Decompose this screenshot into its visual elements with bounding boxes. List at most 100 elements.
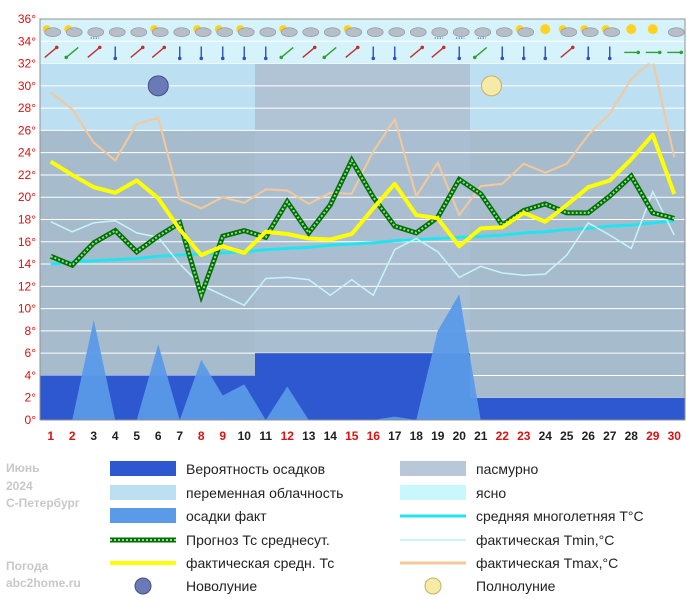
side-caption: Июнь 2024 С-Петербург Погода abc2home.ru (6, 461, 81, 590)
wind-arrow-down-icon (263, 46, 268, 61)
x-tick-label: 5 (133, 429, 140, 443)
plot-frame (39, 18, 686, 421)
legend-item: фактическая Tmax,°C (400, 555, 618, 571)
cloud-shape (108, 27, 126, 37)
wind-arrow-ne-icon (560, 45, 575, 58)
wind-arrow-head (636, 50, 641, 55)
cloud-icon (130, 27, 148, 37)
wind-arrow-head (140, 45, 145, 50)
legend-label: осадки факт (186, 508, 267, 524)
wind-arrow-shaft (302, 46, 316, 58)
y-tick-label: 24° (18, 146, 36, 160)
y-tick-label: 26° (18, 123, 36, 137)
x-tick-label: 14 (324, 429, 338, 443)
cloud-icon (388, 27, 406, 37)
x-tick-label: 18 (410, 429, 424, 443)
wind-arrow-head (263, 56, 268, 61)
wind-arrow-head (420, 45, 425, 50)
cloud-shape (87, 27, 105, 37)
legend-item: Вероятность осадков (110, 461, 325, 477)
wind-arrow-down-icon (607, 46, 612, 61)
legend-label: Новолуние (186, 578, 257, 594)
tmax-line (50, 58, 676, 218)
year-label: 2024 (6, 479, 33, 493)
sky-band-partly-cloudy (40, 63, 255, 131)
wind-arrow-sw-icon (64, 46, 79, 60)
wind-arrow-head (162, 45, 167, 50)
cloud-shape (603, 27, 621, 37)
y-tick-label: 30° (18, 79, 36, 93)
legend-label: Прогноз Тс среднесут. (186, 532, 330, 548)
wind-arrow-head (64, 55, 69, 60)
sun-cloud-icon (558, 25, 578, 37)
wind-arrow-head (322, 55, 327, 60)
x-tick-label: 12 (281, 429, 295, 443)
legend-label: пасмурно (476, 461, 539, 477)
cloud-shape (345, 27, 363, 37)
wind-arrow-down-icon (457, 46, 462, 61)
sun-cloud-icon (42, 25, 62, 37)
month-label: Июнь (6, 461, 40, 475)
wind-arrow-down-icon (220, 46, 225, 61)
cloud-shape (667, 27, 685, 37)
cloud-icon (409, 27, 427, 37)
cloud-shape (259, 27, 277, 37)
x-tick-label: 7 (176, 429, 183, 443)
wind-arrow-shaft (345, 46, 359, 58)
cloud-shape (130, 27, 148, 37)
weather-icon-rows (40, 19, 685, 64)
sky-band-overcast (255, 63, 470, 131)
cloud-icon (173, 27, 191, 37)
sun-shape (626, 24, 637, 35)
wind-arrow-shaft (87, 46, 101, 58)
wind-arrow-sw-icon (322, 46, 337, 60)
wind-arrow-head (657, 50, 662, 55)
cloud-shape (237, 27, 255, 37)
wind-arrow-head (392, 56, 397, 61)
wind-arrow-down-icon (177, 46, 182, 61)
x-tick-label: 6 (155, 429, 162, 443)
x-tick-label: 4 (112, 429, 119, 443)
x-tick-label: 27 (603, 429, 617, 443)
legend-label: Полнолуние (476, 578, 556, 594)
x-tick-label: 16 (367, 429, 381, 443)
cloud-rain-icon (452, 27, 470, 39)
x-tick-label: 19 (431, 429, 445, 443)
sun-cloud-icon (601, 25, 621, 37)
y-tick-label: 34° (18, 34, 36, 48)
cloud-shape (323, 27, 341, 37)
x-tick-label: 1 (47, 429, 54, 443)
wind-arrow-head (279, 55, 284, 60)
legend-item: пасмурно (400, 461, 539, 477)
cloud-icon (667, 27, 685, 37)
legend-label: ясно (476, 485, 506, 501)
sun-cloud-icon (214, 25, 234, 37)
x-tick-label: 10 (238, 429, 252, 443)
cloud-shape (581, 27, 599, 37)
sun-icon (540, 24, 551, 35)
x-tick-label: 20 (453, 429, 467, 443)
wind-arrow-head (371, 56, 376, 61)
cloud-shape (517, 27, 535, 37)
y-tick-label: 12° (18, 279, 36, 293)
wind-arrow-right-icon (667, 50, 684, 55)
wind-arrow-head (199, 56, 204, 61)
y-tick-label: 16° (18, 235, 36, 249)
cloud-shape (474, 27, 492, 37)
cloud-icon (259, 27, 277, 37)
forecast-line (50, 158, 675, 299)
full-moon-icon (424, 577, 442, 595)
sun-cloud-icon (150, 25, 169, 37)
y-tick-label: 32° (18, 57, 36, 71)
wind-arrow-ne-icon (431, 45, 446, 58)
sun-cloud-icon (279, 25, 298, 37)
clear-swatch (400, 485, 466, 500)
legend-item: переменная облачность (110, 485, 343, 501)
new-moon-icon (147, 75, 169, 97)
wind-arrow-shaft (130, 46, 144, 58)
wind-arrow-shaft (65, 46, 79, 58)
legend-item: ясно (400, 485, 506, 501)
y-tick-label: 14° (18, 257, 36, 271)
wind-arrow-shaft (280, 46, 294, 58)
wind-arrow-down-icon (521, 46, 526, 61)
